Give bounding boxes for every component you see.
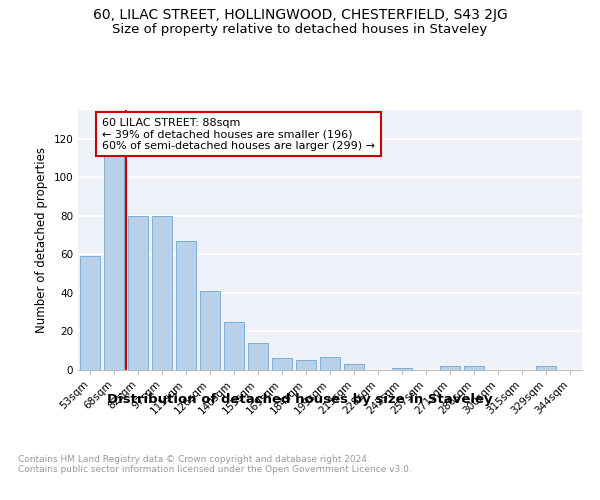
Text: Size of property relative to detached houses in Staveley: Size of property relative to detached ho…	[112, 22, 488, 36]
Bar	[440, 366, 460, 370]
Bar	[464, 366, 484, 370]
Bar	[296, 360, 316, 370]
Text: 60, LILAC STREET, HOLLINGWOOD, CHESTERFIELD, S43 2JG: 60, LILAC STREET, HOLLINGWOOD, CHESTERFI…	[92, 8, 508, 22]
Bar	[200, 291, 220, 370]
Bar	[152, 216, 172, 370]
Bar	[392, 368, 412, 370]
Text: Contains HM Land Registry data © Crown copyright and database right 2024.
Contai: Contains HM Land Registry data © Crown c…	[18, 455, 412, 474]
Bar	[80, 256, 100, 370]
Text: 60 LILAC STREET: 88sqm
← 39% of detached houses are smaller (196)
60% of semi-de: 60 LILAC STREET: 88sqm ← 39% of detached…	[102, 118, 375, 151]
Bar	[536, 366, 556, 370]
Bar	[224, 322, 244, 370]
Bar	[272, 358, 292, 370]
Bar	[128, 216, 148, 370]
Bar	[320, 356, 340, 370]
Y-axis label: Number of detached properties: Number of detached properties	[35, 147, 48, 333]
Bar	[248, 343, 268, 370]
Bar	[104, 154, 124, 370]
Text: Distribution of detached houses by size in Staveley: Distribution of detached houses by size …	[107, 392, 493, 406]
Bar	[176, 241, 196, 370]
Bar	[344, 364, 364, 370]
